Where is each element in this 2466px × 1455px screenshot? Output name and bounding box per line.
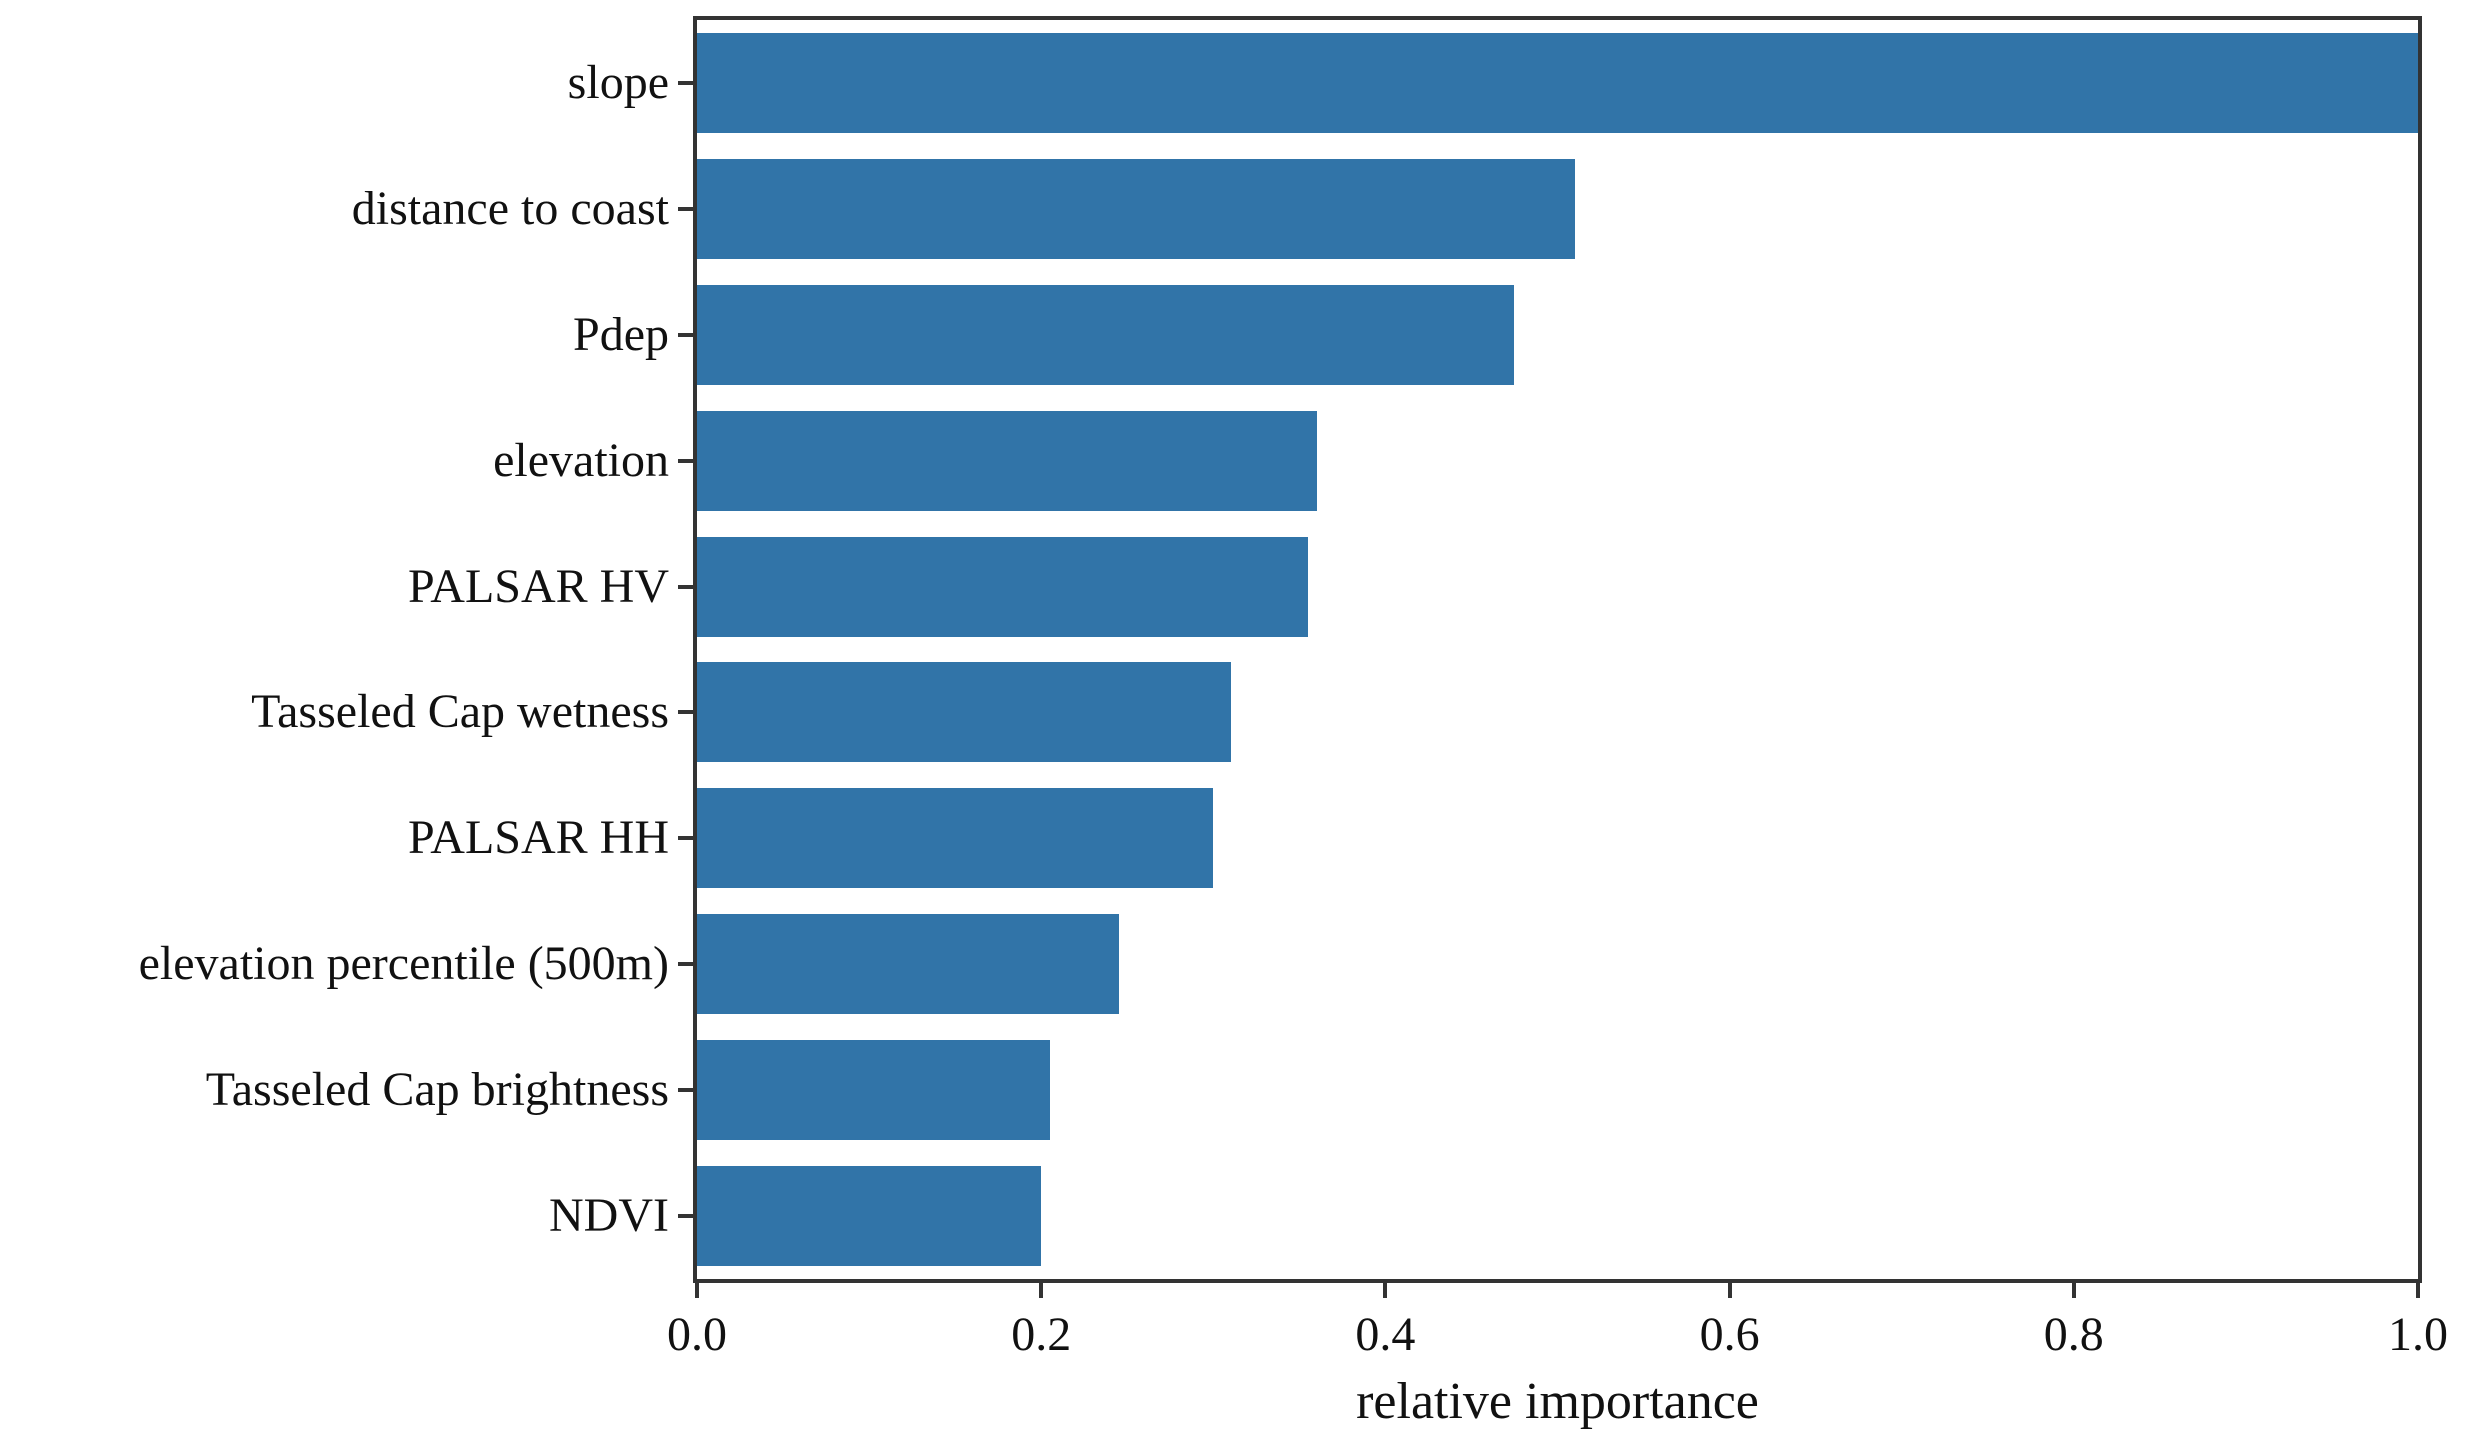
ytick-tasseled-cap-wetness <box>678 710 693 715</box>
bar-ndvi <box>697 1166 1042 1267</box>
xtick-label-0.0: 0.0 <box>667 1308 727 1361</box>
ytick-label-elevation-percentile-500m: elevation percentile (500m) <box>138 937 669 991</box>
plot-area <box>693 16 2422 1283</box>
bar-tasseled-cap-brightness <box>697 1040 1050 1141</box>
ytick-palsar-hh <box>678 836 693 841</box>
ytick-elevation-percentile-500m <box>678 962 693 967</box>
ytick-tasseled-cap-brightness <box>678 1088 693 1093</box>
ytick-distance-to-coast <box>678 206 693 211</box>
bar-slope <box>697 32 2418 133</box>
ytick-pdep <box>678 332 693 337</box>
ytick-label-ndvi: NDVI <box>549 1189 669 1243</box>
xtick-label-0.8: 0.8 <box>2043 1308 2104 1361</box>
xtick-label-1.0: 1.0 <box>2388 1308 2448 1361</box>
ytick-label-slope: slope <box>567 55 669 109</box>
xtick-label-0.6: 0.6 <box>1699 1308 1760 1361</box>
bar-palsar-hv <box>697 536 1308 637</box>
ytick-label-tasseled-cap-brightness: Tasseled Cap brightness <box>205 1063 669 1117</box>
ytick-palsar-hv <box>678 584 693 589</box>
ytick-label-palsar-hv: PALSAR HV <box>408 559 669 613</box>
bar-elevation <box>697 410 1317 511</box>
xtick-0.0 <box>695 1283 699 1298</box>
xtick-1.0 <box>2416 1283 2420 1298</box>
ytick-label-distance-to-coast: distance to coast <box>351 181 669 235</box>
ytick-label-pdep: Pdep <box>573 307 669 361</box>
bar-palsar-hh <box>697 788 1214 889</box>
ytick-ndvi <box>678 1214 693 1219</box>
xtick-0.6 <box>1727 1283 1732 1298</box>
xtick-label-0.4: 0.4 <box>1355 1308 1416 1361</box>
bar-pdep <box>697 284 1515 385</box>
ytick-elevation <box>678 458 693 463</box>
xtick-0.2 <box>1039 1283 1044 1298</box>
ytick-label-tasseled-cap-wetness: Tasseled Cap wetness <box>251 685 669 739</box>
xtick-label-0.2: 0.2 <box>1011 1308 1072 1361</box>
xtick-0.4 <box>1383 1283 1388 1298</box>
xtick-0.8 <box>2071 1283 2076 1298</box>
bar-elevation-percentile-500m <box>697 914 1119 1015</box>
bar-distance-to-coast <box>697 158 1575 259</box>
ytick-slope <box>678 80 693 85</box>
ytick-label-elevation: elevation <box>493 433 669 487</box>
ytick-label-palsar-hh: PALSAR HH <box>408 811 669 865</box>
x-axis-title: relative importance <box>1356 1373 1759 1430</box>
bar-tasseled-cap-wetness <box>697 662 1231 763</box>
